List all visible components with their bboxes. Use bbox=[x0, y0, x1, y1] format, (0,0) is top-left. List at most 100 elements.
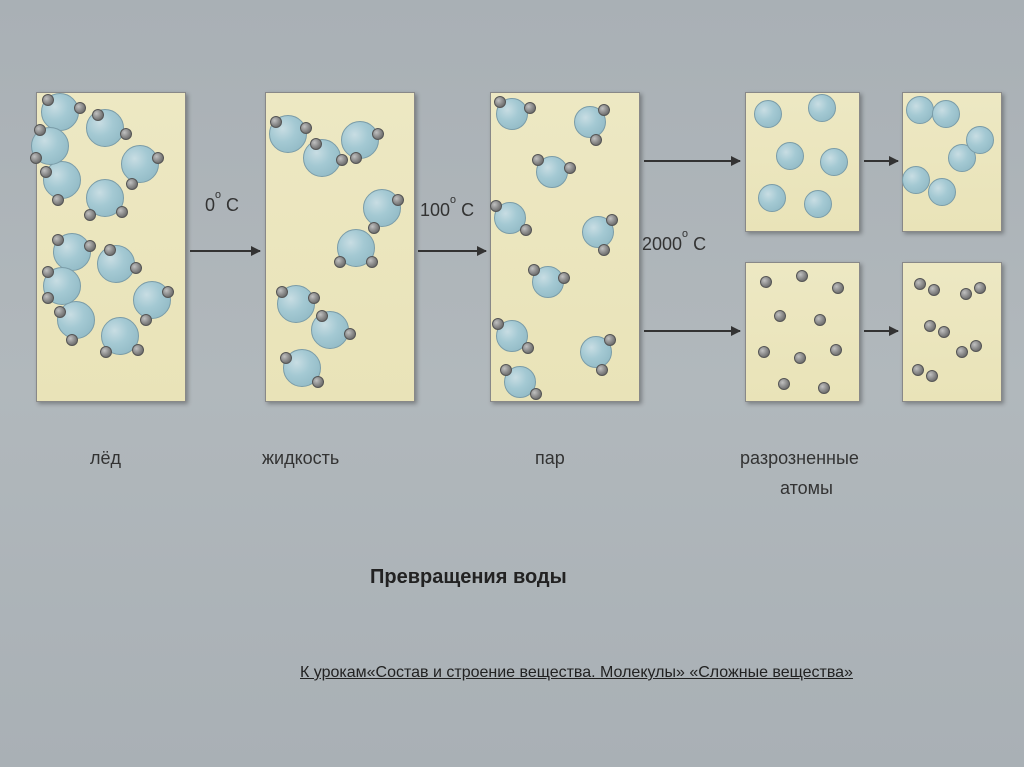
hydrogen-atom bbox=[814, 314, 826, 326]
oxygen-atom bbox=[758, 184, 786, 212]
hydrogen-atom bbox=[598, 104, 610, 116]
hydrogen-atom bbox=[100, 346, 112, 358]
hydrogen-atom bbox=[116, 206, 128, 218]
hydrogen-atom bbox=[52, 194, 64, 206]
hydrogen-atom bbox=[280, 352, 292, 364]
hydrogen-atom bbox=[66, 334, 78, 346]
hydrogen-atom bbox=[34, 124, 46, 136]
hydrogen-atom bbox=[960, 288, 972, 300]
hydrogen-atom bbox=[344, 328, 356, 340]
hydrogen-atom bbox=[42, 292, 54, 304]
arrow-4 bbox=[864, 160, 898, 162]
arrow-1 bbox=[418, 250, 486, 252]
hydrogen-atom bbox=[366, 256, 378, 268]
hydrogen-atom bbox=[926, 370, 938, 382]
hydrogen-atom bbox=[300, 122, 312, 134]
temp-label-0: 0o C bbox=[205, 195, 239, 216]
hydrogen-atom bbox=[372, 128, 384, 140]
hydrogen-atom bbox=[558, 272, 570, 284]
oxygen-atom bbox=[932, 100, 960, 128]
hydrogen-atom bbox=[312, 376, 324, 388]
arrow-5 bbox=[864, 330, 898, 332]
hydrogen-atom bbox=[794, 352, 806, 364]
arrow-0 bbox=[190, 250, 260, 252]
oxygen-atom bbox=[808, 94, 836, 122]
oxygen-atom bbox=[121, 145, 159, 183]
oxygen-atom bbox=[754, 100, 782, 128]
hydrogen-atom bbox=[818, 382, 830, 394]
hydrogen-atom bbox=[140, 314, 152, 326]
oxygen-atom bbox=[966, 126, 994, 154]
hydrogen-atom bbox=[54, 306, 66, 318]
hydrogen-atom bbox=[524, 102, 536, 114]
hydrogen-atom bbox=[308, 292, 320, 304]
hydrogen-atom bbox=[494, 96, 506, 108]
hydrogen-atom bbox=[590, 134, 602, 146]
hydrogen-atom bbox=[758, 346, 770, 358]
hydrogen-atom bbox=[162, 286, 174, 298]
hydrogen-atom bbox=[276, 286, 288, 298]
hydrogen-atom bbox=[120, 128, 132, 140]
hydrogen-atom bbox=[928, 284, 940, 296]
oxygen-atom bbox=[804, 190, 832, 218]
hydrogen-atom bbox=[316, 310, 328, 322]
hydrogen-atom bbox=[500, 364, 512, 376]
hydrogen-atom bbox=[336, 154, 348, 166]
oxygen-atom bbox=[906, 96, 934, 124]
hydrogen-atom bbox=[606, 214, 618, 226]
state-label-2: пар bbox=[535, 448, 565, 469]
hydrogen-atom bbox=[132, 344, 144, 356]
state-label-4: атомы bbox=[780, 478, 833, 499]
oxygen-atom bbox=[776, 142, 804, 170]
hydrogen-atom bbox=[270, 116, 282, 128]
hydrogen-atom bbox=[528, 264, 540, 276]
hydrogen-atom bbox=[530, 388, 542, 400]
temp-label-1: 100o C bbox=[420, 200, 474, 221]
temp-label-2: 2000o C bbox=[642, 234, 706, 255]
oxygen-atom bbox=[928, 178, 956, 206]
hydrogen-atom bbox=[520, 224, 532, 236]
panel-vapor bbox=[490, 92, 640, 402]
hydrogen-atom bbox=[522, 342, 534, 354]
hydrogen-atom bbox=[564, 162, 576, 174]
footnote: К урокам«Состав и строение вещества. Мол… bbox=[300, 664, 853, 682]
hydrogen-atom bbox=[938, 326, 950, 338]
hydrogen-atom bbox=[84, 209, 96, 221]
hydrogen-atom bbox=[974, 282, 986, 294]
hydrogen-atom bbox=[604, 334, 616, 346]
hydrogen-atom bbox=[832, 282, 844, 294]
hydrogen-atom bbox=[778, 378, 790, 390]
state-label-1: жидкость bbox=[262, 448, 339, 469]
hydrogen-atom bbox=[130, 262, 142, 274]
oxygen-atom bbox=[820, 148, 848, 176]
hydrogen-atom bbox=[774, 310, 786, 322]
hydrogen-atom bbox=[104, 244, 116, 256]
state-label-0: лёд bbox=[90, 448, 121, 469]
hydrogen-atom bbox=[92, 109, 104, 121]
hydrogen-atom bbox=[532, 154, 544, 166]
hydrogen-atom bbox=[30, 152, 42, 164]
hydrogen-atom bbox=[956, 346, 968, 358]
hydrogen-atom bbox=[74, 102, 86, 114]
hydrogen-atom bbox=[598, 244, 610, 256]
arrow-2 bbox=[644, 160, 740, 162]
hydrogen-atom bbox=[52, 234, 64, 246]
hydrogen-atom bbox=[970, 340, 982, 352]
hydrogen-atom bbox=[334, 256, 346, 268]
hydrogen-atom bbox=[914, 278, 926, 290]
oxygen-atom bbox=[902, 166, 930, 194]
hydrogen-atom bbox=[42, 94, 54, 106]
hydrogen-atom bbox=[40, 166, 52, 178]
oxygen-atom bbox=[97, 245, 135, 283]
hydrogen-atom bbox=[492, 318, 504, 330]
arrow-3 bbox=[644, 330, 740, 332]
hydrogen-atom bbox=[152, 152, 164, 164]
page-title: Превращения воды bbox=[370, 566, 567, 589]
hydrogen-atom bbox=[830, 344, 842, 356]
hydrogen-atom bbox=[596, 364, 608, 376]
hydrogen-atom bbox=[42, 266, 54, 278]
hydrogen-atom bbox=[126, 178, 138, 190]
hydrogen-atom bbox=[760, 276, 772, 288]
hydrogen-atom bbox=[84, 240, 96, 252]
state-label-3: разрозненные bbox=[740, 448, 859, 469]
